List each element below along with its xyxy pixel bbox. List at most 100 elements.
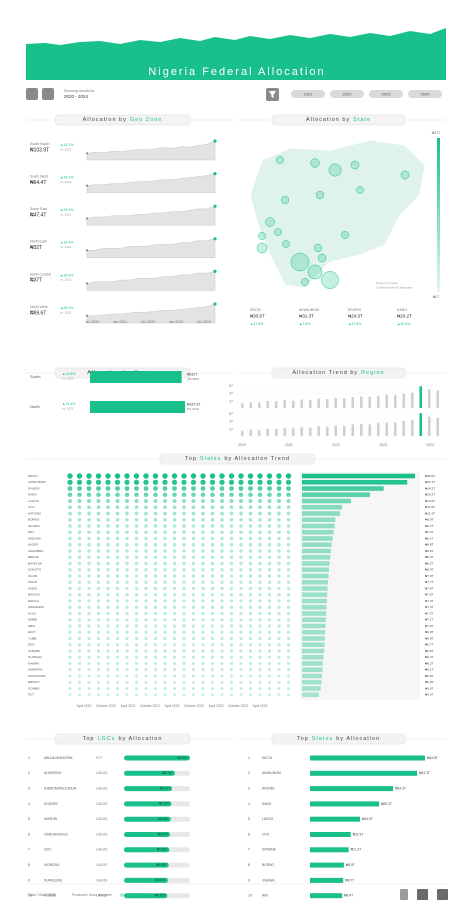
zone-sparkline: [86, 173, 216, 193]
state-bubble[interactable]: [258, 232, 266, 240]
trend-dot: [267, 674, 272, 678]
trend-dot: [106, 530, 110, 535]
trend-dot: [277, 611, 281, 616]
trend-dot: [182, 674, 186, 678]
trend-dot: [229, 586, 234, 591]
state-bubble[interactable]: [310, 158, 320, 168]
trend-dot: [210, 599, 215, 603]
trend-dot: [276, 492, 282, 498]
state-value: ₦33.6T: [427, 756, 438, 760]
trend-dot: [249, 693, 252, 697]
zone-basis: vs. 2022: [60, 278, 72, 282]
state-bubble[interactable]: [315, 190, 325, 200]
trend-dot: [258, 511, 262, 516]
x-icon[interactable]: [437, 889, 448, 900]
trend-dot: [182, 580, 186, 584]
trend-dot: [258, 517, 262, 522]
state-bubble[interactable]: [307, 264, 323, 280]
state-bubble[interactable]: [282, 240, 290, 248]
trend-dot: [220, 505, 224, 510]
trend-dot: [77, 674, 82, 678]
trend-dot: [277, 680, 281, 684]
state-bubble[interactable]: [317, 253, 327, 263]
state-bubble[interactable]: [328, 163, 342, 177]
section-title-accent: States: [200, 456, 222, 462]
trend-dot: [277, 586, 281, 591]
rank: 2: [28, 771, 30, 775]
trend-dot: [239, 568, 243, 572]
lgc-value: ₦0.70T: [160, 786, 171, 790]
y-tick-label: 47: [229, 420, 233, 424]
state-bubble[interactable]: [350, 160, 360, 170]
reset-button[interactable]: [42, 88, 54, 100]
state-bubble[interactable]: [274, 228, 282, 236]
state-bubble[interactable]: [341, 231, 349, 239]
state-value-label: ₦9.1T: [425, 536, 434, 540]
trend-dot: [210, 661, 215, 666]
lgc-state: LAGOS: [96, 848, 108, 852]
year-button[interactable]: [369, 90, 403, 98]
trend-dot: [248, 674, 253, 678]
state-bubble[interactable]: [356, 186, 364, 194]
state-bubble[interactable]: [301, 278, 309, 286]
trend-dot: [153, 655, 158, 659]
trend-dot: [286, 524, 291, 528]
state-bubble[interactable]: [290, 252, 310, 272]
trend-dot: [87, 511, 91, 516]
trend-dot: [239, 580, 243, 584]
state-bubble[interactable]: [280, 195, 290, 205]
trend-dot: [210, 568, 215, 572]
trend-dot: [220, 555, 224, 559]
save-button[interactable]: [26, 88, 38, 100]
trend-bar: [419, 413, 423, 436]
trend-dot: [77, 580, 82, 584]
state-name: RIVERS: [262, 786, 275, 790]
state-bubble[interactable]: [276, 156, 284, 164]
state-name: PLATEAU: [28, 655, 42, 659]
state-bubble[interactable]: [265, 217, 275, 227]
trend-dot: [77, 611, 82, 616]
x-tick-label: Jan 2020: [85, 320, 99, 324]
trend-dot: [220, 693, 224, 697]
trend-dot: [134, 530, 139, 535]
trend-dot: [134, 586, 139, 591]
state-bubble[interactable]: [321, 271, 339, 289]
x-tick-label: 2023: [379, 443, 387, 447]
state-bubble[interactable]: [400, 170, 410, 180]
year-button[interactable]: [291, 90, 325, 98]
state-name: RIVERS: [28, 486, 40, 490]
trend-dot: [257, 498, 263, 504]
trend-dot: [87, 561, 91, 566]
trend-dot: [153, 530, 158, 535]
trend-dot: [96, 618, 101, 622]
data-icon[interactable]: [400, 889, 408, 900]
state-trend-bar: [302, 629, 326, 635]
rank: 4: [248, 802, 250, 806]
trend-dot: [191, 686, 196, 691]
state-name: EKITI: [28, 630, 36, 634]
linkedin-icon[interactable]: [417, 889, 428, 900]
trend-bar: [436, 417, 440, 436]
trend-dot: [153, 511, 158, 516]
trend-dot: [191, 517, 196, 522]
trend-dot: [286, 574, 291, 578]
trend-dot: [258, 636, 262, 641]
year-button[interactable]: [330, 90, 364, 98]
trend-dot: [125, 674, 129, 678]
trend-dot: [144, 586, 148, 591]
trend-dot: [68, 680, 72, 684]
state-bubble[interactable]: [256, 242, 268, 254]
trend-dot: [115, 668, 120, 672]
trend-dot: [248, 511, 253, 516]
trend-dot: [220, 580, 224, 584]
state-bubble[interactable]: [313, 243, 323, 253]
state-bar: [310, 816, 360, 822]
trend-dot: [191, 593, 196, 597]
trend-dot: [258, 661, 262, 666]
state-value-label: ₦8.8T: [425, 543, 434, 547]
nigeria-map[interactable]: [249, 139, 426, 289]
year-button[interactable]: [408, 90, 442, 98]
trend-dot: [97, 693, 100, 697]
zone-first-point: [85, 249, 89, 252]
footer-dot: [138, 893, 142, 897]
